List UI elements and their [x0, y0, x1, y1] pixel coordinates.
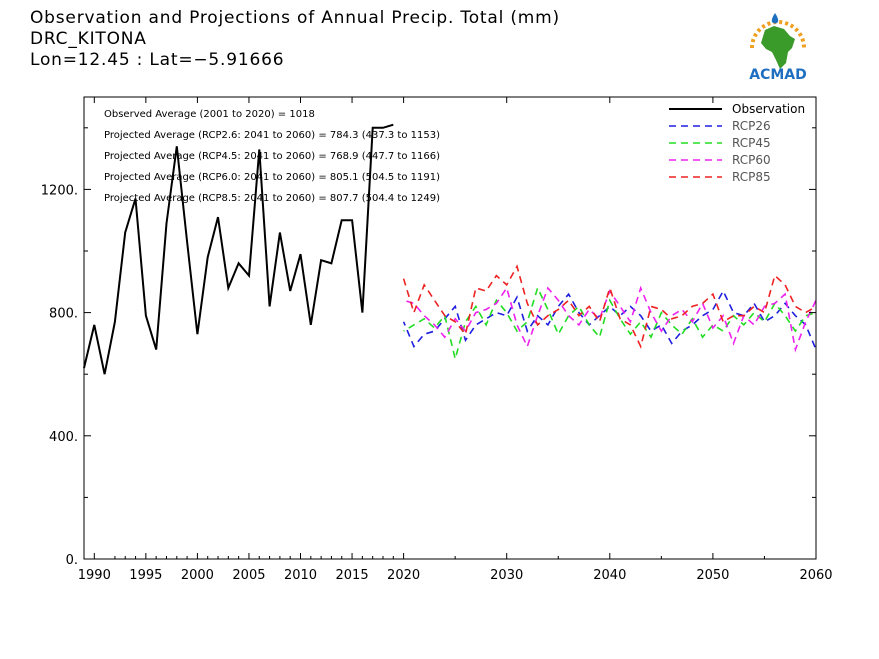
annotation-text: Observed Average (2001 to 2020) = 1018 [104, 109, 315, 120]
x-tick-label: 1990 [78, 568, 111, 583]
series-line-observation [83, 123, 394, 375]
acmad-logo: ACMAD [749, 13, 807, 83]
y-tick-label: 1200. [41, 183, 78, 198]
series-line-rcp26 [402, 289, 817, 350]
x-tick-label: 2060 [799, 568, 832, 583]
x-tick-label: 2000 [181, 568, 214, 583]
y-tick-label: 0. [66, 553, 78, 568]
legend-label: RCP60 [732, 153, 771, 167]
x-tick-label: 1995 [129, 568, 162, 583]
annotation-text: Projected Average (RCP6.0: 2041 to 2060)… [104, 172, 440, 183]
x-tick-label: 2010 [284, 568, 317, 583]
legend-label: RCP45 [732, 136, 771, 150]
legend-label: RCP85 [732, 170, 771, 184]
axis-layer: 1990 1995 2000 2005 2010 2015 2020 2030 2040 2050… [41, 97, 833, 583]
station-coords: Lon=12.45 : Lat=−5.91666 [30, 50, 285, 70]
y-tick-label: 400. [49, 430, 78, 445]
y-tick-label: 800. [49, 307, 78, 322]
series-line-rcp85 [402, 264, 817, 349]
station-name: DRC_KITONA [30, 29, 147, 49]
logo-text: ACMAD [749, 67, 807, 83]
annotations: Observed Average (2001 to 2020) = 1018 Pr… [104, 109, 440, 204]
title-block: Observation and Projections of Annual Pr… [30, 8, 560, 71]
x-tick-label: 2015 [336, 568, 369, 583]
series-line-rcp60 [403, 285, 817, 353]
x-tick-label: 2040 [593, 568, 626, 583]
x-tick-label: 2030 [490, 568, 523, 583]
legend-label: Observation [732, 102, 805, 116]
water-drop-icon [771, 13, 779, 24]
africa-shape [761, 26, 795, 69]
series-layer [83, 123, 817, 375]
legend: Observation RCP26 RCP45 RCP60 RCP85 [669, 102, 805, 184]
annotation-text: Projected Average (RCP8.5: 2041 to 2060)… [104, 193, 440, 204]
x-tick-label: 2005 [232, 568, 265, 583]
legend-label: RCP26 [732, 119, 771, 133]
x-tick-label: 2020 [387, 568, 420, 583]
annotation-text: Projected Average (RCP2.6: 2041 to 2060)… [104, 130, 440, 141]
plot-frame [83, 96, 817, 560]
annotation-text: Projected Average (RCP4.5: 2041 to 2060)… [104, 151, 440, 162]
x-tick-label: 2050 [696, 568, 729, 583]
series-line-rcp45 [403, 285, 817, 362]
chart-title: Observation and Projections of Annual Pr… [30, 8, 560, 28]
